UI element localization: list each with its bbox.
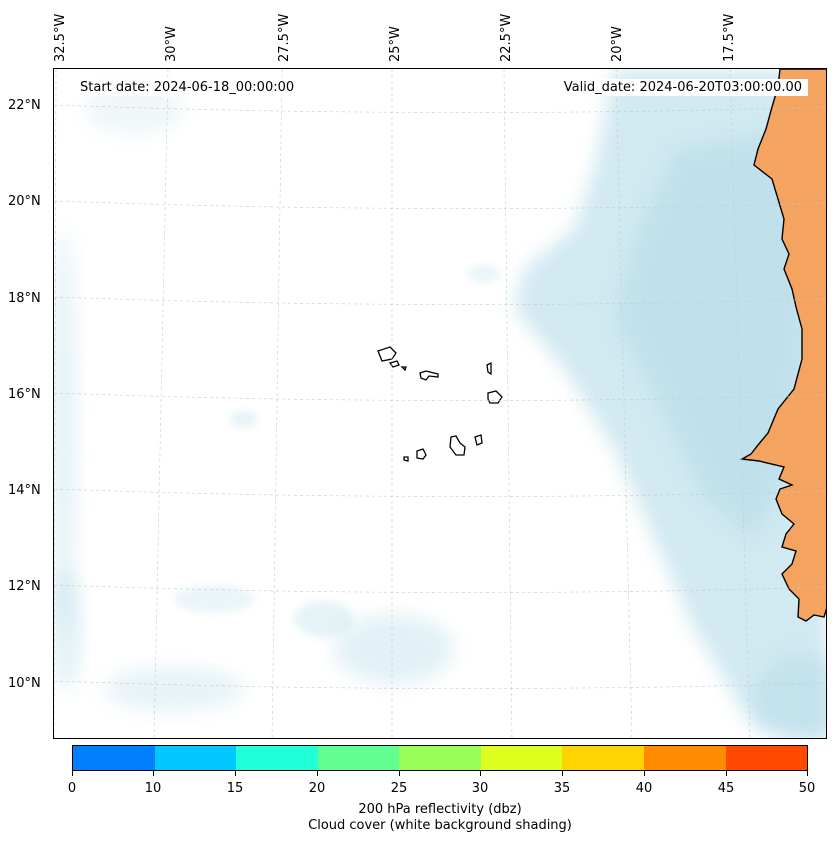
colorbar-tick-label-15: 15 (226, 781, 244, 796)
colorbar-tick-label-30: 30 (471, 781, 489, 796)
lat-label-14n: 14°N (8, 483, 41, 498)
cloud-patch-south-3 (174, 585, 254, 613)
colorbar-segment-45-50 (725, 746, 808, 770)
island-sao-vicente (388, 360, 400, 368)
cloud-patch-small-1 (230, 411, 258, 427)
cloud-patch-bottom-right (754, 654, 826, 738)
lat-label-16n: 16°N (8, 387, 41, 402)
colorbar-tick-label-10: 10 (144, 781, 162, 796)
island-santa-luzia (400, 366, 407, 372)
lon-label-30w: 30°W (164, 26, 179, 62)
colorbar-segment-20-25 (317, 746, 400, 770)
lon-label-32-5w: 32.5°W (53, 13, 68, 62)
lon-label-17-5w: 17.5°W (722, 13, 737, 62)
colorbar-tick (644, 771, 645, 776)
colorbar-tick-label-40: 40 (635, 781, 653, 796)
start-date-label: Start date: 2024-06-18_00:00:00 (74, 79, 301, 96)
island-santo-antao (377, 346, 397, 362)
colorbar-tick-label-50: 50 (798, 781, 816, 796)
colorbar-segment-25-30 (399, 746, 481, 770)
colorbar-tick (807, 771, 808, 776)
lat-label-10n: 10°N (8, 676, 41, 691)
cloud-cover-shading (54, 69, 826, 738)
cloud-strip-west (54, 229, 78, 629)
lon-label-27-5w: 27.5°W (277, 13, 292, 62)
cape-verde-islands (377, 346, 503, 462)
colorbar-tick (480, 771, 481, 776)
colorbar-tick-label-45: 45 (717, 781, 735, 796)
island-sal (486, 361, 492, 376)
colorbar-segment-35-40 (562, 746, 644, 770)
island-santiago (449, 435, 466, 456)
lat-label-18n: 18°N (8, 291, 41, 306)
colorbar-tick (726, 771, 727, 776)
lon-label-25w: 25°W (388, 26, 403, 62)
cloud-patch-south-2 (294, 601, 354, 637)
valid-date-label: Valid_date: 2024-06-20T03:00:00.00 (557, 79, 808, 96)
lon-label-20w: 20°W (610, 26, 625, 62)
colorbar-tick (235, 771, 236, 776)
island-sao-nicolau (419, 370, 439, 381)
colorbar-tick-label-35: 35 (553, 781, 571, 796)
cloud-patch-small-2 (468, 265, 500, 283)
colorbar-tick-label-0: 0 (67, 781, 77, 796)
colorbar-tick (317, 771, 318, 776)
island-maio (474, 434, 483, 446)
colorbar-tick-label-20: 20 (308, 781, 326, 796)
colorbar-tick (562, 771, 563, 776)
island-fogo (416, 448, 427, 460)
cloud-patch-sw (104, 667, 244, 711)
lat-label-20n: 20°N (8, 194, 41, 209)
lat-label-22n: 22°N (8, 98, 41, 113)
island-brava (403, 456, 409, 462)
colorbar-tick (72, 771, 73, 776)
reflectivity-colorbar (72, 745, 808, 771)
colorbar-segment-10-15 (154, 746, 237, 770)
cloud-patch-nw (84, 84, 184, 134)
lon-label-22-5w: 22.5°W (499, 13, 514, 62)
land-west-africa (739, 69, 826, 622)
map-gridlines (54, 69, 826, 738)
island-boa-vista (487, 390, 503, 404)
map-canvas (54, 69, 826, 738)
map-panel[interactable]: Start date: 2024-06-18_00:00:00 Valid_da… (53, 68, 827, 739)
lat-label-12n: 12°N (8, 579, 41, 594)
colorbar-tick-label-25: 25 (390, 781, 408, 796)
cloud-mass-east-core (614, 129, 814, 539)
cloud-patch-west-s (54, 569, 82, 689)
colorbar-segment-30-35 (480, 746, 563, 770)
cloud-patch-south-1 (334, 614, 454, 684)
colorbar-tick (153, 771, 154, 776)
colorbar-segment-15-20 (236, 746, 318, 770)
colorbar-subtitle: Cloud cover (white background shading) (308, 818, 572, 833)
colorbar-title: 200 hPa reflectivity (dbz) (358, 802, 522, 817)
colorbar-segment-0-10 (73, 746, 155, 770)
colorbar-tick (399, 771, 400, 776)
colorbar-segment-40-45 (643, 746, 726, 770)
